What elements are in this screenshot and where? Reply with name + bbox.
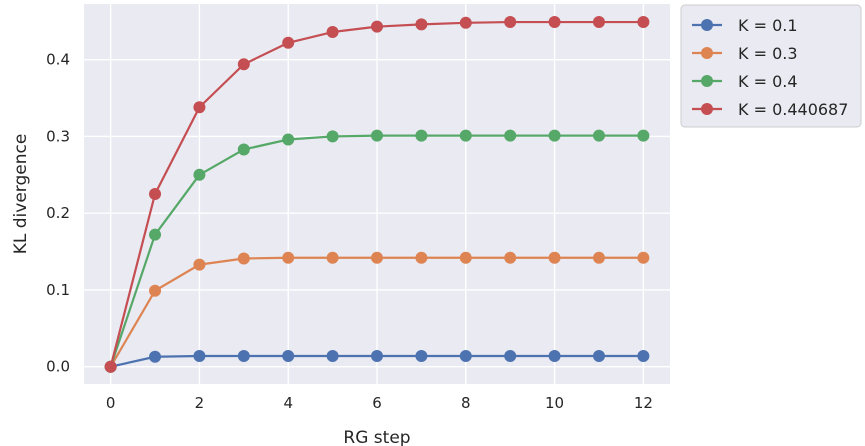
x-tick-label: 8 [461, 394, 471, 412]
data-point [592, 129, 605, 142]
data-point [504, 349, 517, 362]
data-point [371, 129, 383, 142]
legend: K = 0.1 K = 0.3 K = 0.4 K = 0.440687 [680, 4, 862, 128]
y-tick-label: 0.0 [46, 358, 70, 376]
data-point [104, 360, 117, 373]
data-point [193, 349, 206, 362]
series-2 [104, 129, 650, 373]
y-tick-label: 0.4 [46, 51, 70, 69]
x-tick-label: 4 [283, 394, 293, 412]
x-tick-label: 0 [106, 394, 116, 412]
data-point [193, 101, 206, 114]
data-point [504, 129, 517, 142]
data-point [193, 168, 206, 181]
data-point [548, 251, 561, 264]
data-point [504, 251, 517, 264]
data-point [637, 129, 650, 142]
data-point [459, 349, 472, 362]
data-point [548, 16, 561, 29]
data-point [637, 16, 650, 29]
data-point [459, 16, 472, 29]
legend-marker [701, 47, 713, 59]
data-point [282, 36, 295, 49]
series-3 [104, 16, 650, 373]
legend-item: K = 0.1 [692, 16, 798, 35]
data-point [592, 349, 605, 362]
data-point [415, 349, 428, 362]
legend-item: K = 0.440687 [692, 100, 848, 119]
data-point [459, 129, 472, 142]
legend-label: K = 0.1 [738, 16, 798, 35]
data-point [237, 252, 250, 265]
x-tick-label: 10 [545, 394, 564, 412]
legend-marker [701, 19, 713, 31]
x-axis-label: RG step [343, 428, 410, 446]
y-tick-label: 0.3 [46, 127, 70, 145]
y-axis-ticks: 0.0 0.1 0.2 0.3 0.4 [46, 51, 70, 376]
y-tick-label: 0.2 [46, 204, 70, 222]
data-point [237, 58, 250, 71]
data-point [415, 251, 428, 264]
data-point [637, 349, 650, 362]
x-tick-label: 2 [195, 394, 205, 412]
data-point [326, 26, 339, 39]
data-point [149, 284, 162, 297]
x-axis-ticks: 0 2 4 6 8 10 12 [106, 394, 653, 412]
legend-frame [680, 4, 862, 128]
data-point [282, 133, 295, 146]
data-point [371, 349, 383, 362]
legend-label: K = 0.3 [738, 44, 798, 63]
data-point [149, 228, 162, 241]
data-point [149, 350, 162, 363]
legend-item: K = 0.3 [692, 44, 798, 63]
legend-item: K = 0.4 [692, 72, 798, 91]
data-point [371, 20, 383, 33]
data-point [149, 188, 162, 200]
data-point [637, 251, 650, 264]
legend-label: K = 0.4 [738, 72, 798, 91]
data-point [237, 349, 250, 362]
data-point [326, 349, 339, 362]
x-tick-label: 6 [372, 394, 382, 412]
data-point [504, 16, 517, 29]
data-point [326, 251, 339, 264]
data-point [326, 130, 339, 143]
legend-label: K = 0.440687 [738, 100, 848, 119]
series-layer [104, 16, 650, 373]
data-point [193, 258, 206, 271]
data-point [282, 251, 295, 264]
data-point [237, 143, 250, 156]
data-point [371, 251, 383, 264]
data-point [459, 251, 472, 264]
y-axis-label: KL divergence [11, 134, 31, 255]
data-point [415, 129, 428, 142]
data-point [415, 18, 428, 31]
data-point [282, 349, 295, 362]
legend-marker [701, 103, 713, 115]
data-point [548, 349, 561, 362]
data-point [592, 16, 605, 29]
data-point [548, 129, 561, 142]
legend-marker [701, 75, 713, 87]
data-point [592, 251, 605, 264]
x-tick-label: 12 [634, 394, 653, 412]
y-tick-label: 0.1 [46, 281, 70, 299]
